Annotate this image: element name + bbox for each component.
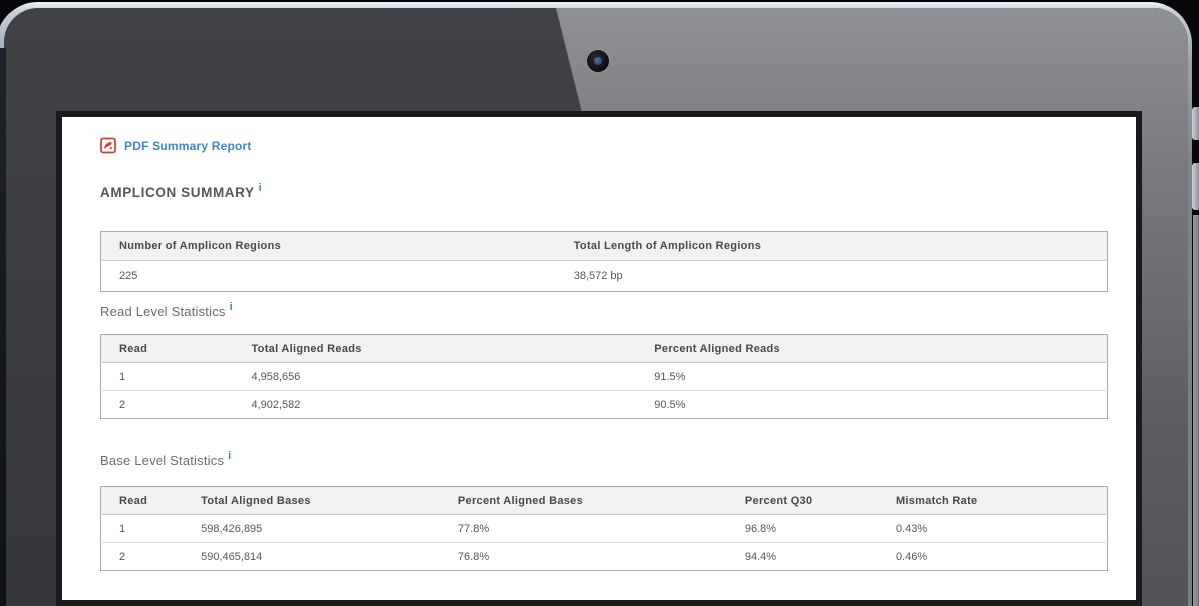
info-icon-amplicon[interactable]: i (258, 182, 263, 194)
tablet-right-edge (1193, 215, 1199, 606)
cell-read: 2 (100, 542, 192, 571)
cell-percent-aligned-bases: 77.8% (447, 514, 735, 543)
cell-total-aligned-bases: 590,465,814 (191, 542, 448, 571)
cell-total-aligned-reads: 4,958,656 (241, 362, 645, 391)
table-row: 1 598,426,895 77.8% 96.8% 0.43% (100, 514, 1108, 543)
column-header: Read (100, 486, 192, 515)
base-level-statistics-table: Read Total Aligned Bases Percent Aligned… (100, 486, 1108, 571)
page-title: AMPLICON SUMMARY i (100, 182, 263, 200)
side-button-top (1192, 107, 1199, 140)
info-icon-base-level[interactable]: i (228, 450, 232, 462)
column-header: Percent Aligned Reads (644, 334, 1108, 363)
cell-read: 1 (100, 514, 192, 543)
table-row: 1 4,958,656 91.5% (100, 362, 1108, 391)
column-header: Total Aligned Bases (191, 486, 448, 515)
table-header-row: Number of Amplicon Regions Total Length … (100, 231, 1108, 261)
column-header: Number of Amplicon Regions (100, 231, 564, 261)
tablet-screen: PDF Summary Report AMPLICON SUMMARY i Num… (56, 111, 1142, 606)
column-header: Read (100, 334, 242, 363)
tablet-left-edge (0, 48, 6, 606)
cell-percent-aligned-reads: 91.5% (644, 362, 1108, 391)
amplicon-summary-table: Number of Amplicon Regions Total Length … (100, 231, 1108, 292)
table-row: 225 38,572 bp (100, 260, 1108, 292)
pdf-link-label: PDF Summary Report (124, 138, 252, 153)
table-header-row: Read Total Aligned Reads Percent Aligned… (100, 334, 1108, 363)
front-camera-icon (587, 50, 609, 72)
cell-total-length: 38,572 bp (563, 260, 1108, 292)
cell-mismatch-rate: 0.43% (885, 514, 1108, 543)
camera-lens (594, 57, 602, 65)
cell-percent-aligned-bases: 76.8% (447, 542, 735, 571)
column-header: Percent Q30 (734, 486, 886, 515)
column-header: Total Length of Amplicon Regions (563, 231, 1108, 261)
side-button-bottom (1192, 163, 1199, 210)
report-page: PDF Summary Report AMPLICON SUMMARY i Num… (62, 117, 1136, 600)
pdf-file-icon (100, 137, 116, 154)
cell-percent-q30: 96.8% (734, 514, 886, 543)
cell-mismatch-rate: 0.46% (885, 542, 1108, 571)
table-row: 2 4,902,582 90.5% (100, 390, 1108, 419)
column-header: Mismatch Rate (885, 486, 1108, 515)
column-header: Percent Aligned Bases (447, 486, 735, 515)
table-row: 2 590,465,814 76.8% 94.4% 0.46% (100, 542, 1108, 571)
cell-percent-aligned-reads: 90.5% (644, 390, 1108, 419)
cell-total-aligned-bases: 598,426,895 (191, 514, 448, 543)
column-header: Total Aligned Reads (241, 334, 645, 363)
cell-total-aligned-reads: 4,902,582 (241, 390, 645, 419)
info-icon-read-level[interactable]: i (229, 301, 233, 313)
pdf-summary-report-link[interactable]: PDF Summary Report (100, 137, 252, 154)
base-level-statistics-label: Base Level Statistics i (100, 450, 232, 468)
cell-read: 2 (100, 390, 242, 419)
read-level-statistics-label: Read Level Statistics i (100, 301, 233, 319)
cell-read: 1 (100, 362, 242, 391)
cell-percent-q30: 94.4% (734, 542, 886, 571)
read-level-statistics-table: Read Total Aligned Reads Percent Aligned… (100, 334, 1108, 419)
cell-num-amplicon-regions: 225 (100, 260, 564, 292)
table-header-row: Read Total Aligned Bases Percent Aligned… (100, 486, 1108, 515)
